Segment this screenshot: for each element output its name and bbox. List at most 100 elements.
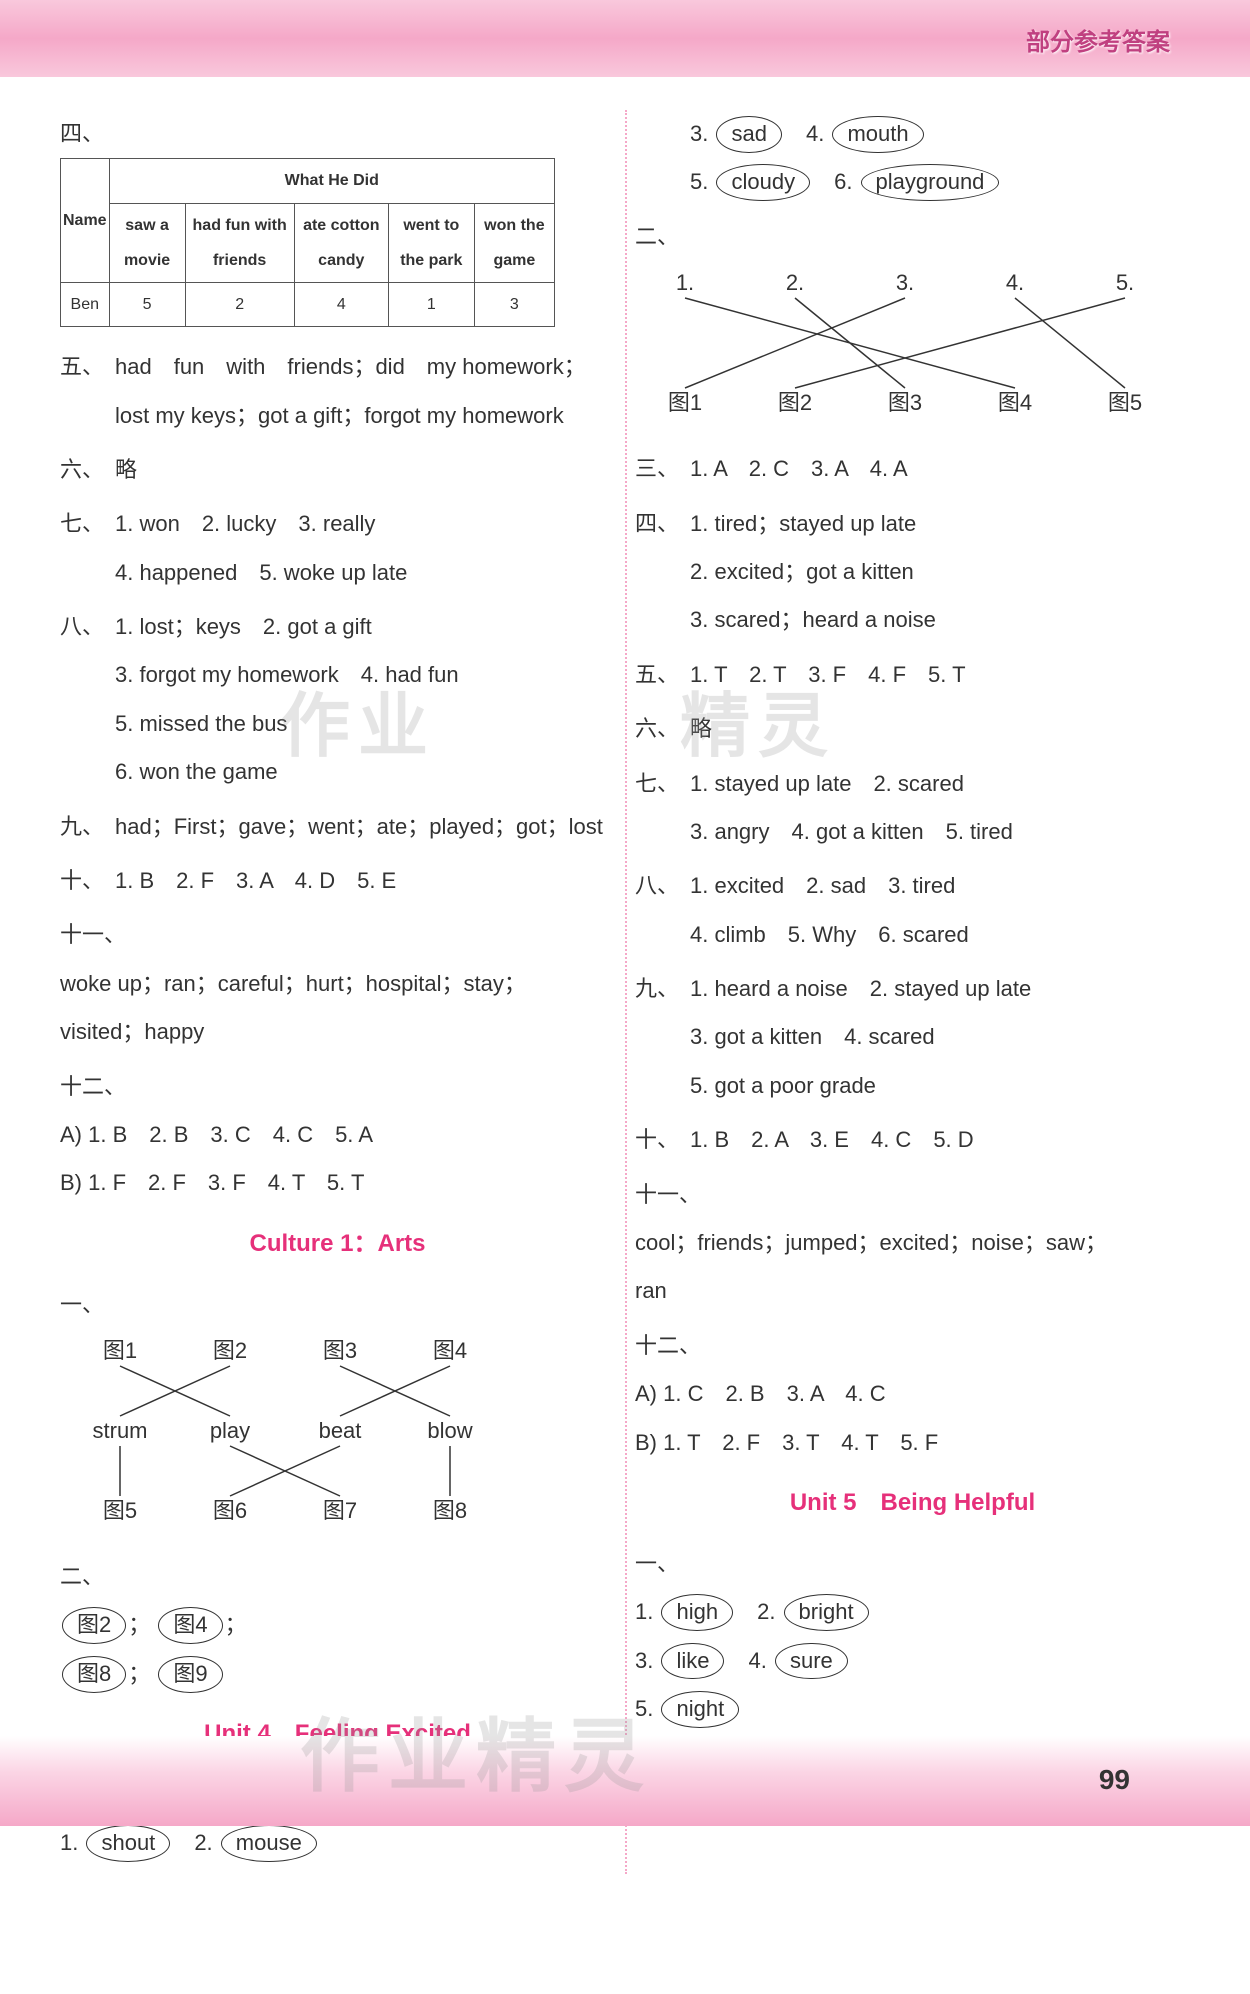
left-column: 四、 Name What He Did saw a movie had fun … <box>60 110 615 1874</box>
sec-label: 四、 <box>60 110 115 158</box>
unit4-s3: 三、1. A 2. C 3. A 4. A <box>635 445 1190 493</box>
sec-text: had；First；gave；went；ate；played；got；lost <box>115 803 610 851</box>
sec-text: had fun with friends；did my homework；los… <box>115 343 610 440</box>
oval-answer: 图9 <box>158 1656 222 1693</box>
header-band: 部分参考答案 <box>0 0 1250 80</box>
unit5-title: Unit 5 Being Helpful <box>635 1477 1190 1530</box>
oval-answer: 图8 <box>62 1656 126 1693</box>
oval-answer: like <box>661 1643 724 1680</box>
sec-label: 四、 <box>635 500 690 548</box>
unit4-s5: 五、1. T 2. T 3. F 4. F 5. T <box>635 651 1190 699</box>
svg-text:strum: strum <box>93 1418 148 1443</box>
unit5-s1: 一、 1. high 2. bright 3. like 4. sure 5. … <box>635 1540 1190 1734</box>
oval-answer: sure <box>775 1643 848 1680</box>
sec-text: 略 <box>690 705 1185 753</box>
oval-answer: mouth <box>832 116 923 153</box>
content: 四、 Name What He Did saw a movie had fun … <box>0 80 1250 1994</box>
th-col: won the game <box>474 203 554 282</box>
svg-text:图8: 图8 <box>433 1498 467 1523</box>
unit4-s2: 二、 1.2.3.4.5.图1图2图3图4图5 <box>635 213 1190 439</box>
culture1-s2: 二、 图2； 图4； 图8； 图9 <box>60 1553 615 1698</box>
sec-label: 十、 <box>60 857 115 905</box>
header-title: 部分参考答案 <box>1026 22 1170 57</box>
oval-answer: 图4 <box>158 1607 222 1644</box>
svg-text:1.: 1. <box>676 270 694 295</box>
oval-answer: bright <box>784 1594 869 1631</box>
svg-text:图5: 图5 <box>103 1498 137 1523</box>
sec-text: 1. T 2. T 3. F 4. F 5. T <box>690 651 1185 699</box>
th-col: went to the park <box>388 203 474 282</box>
svg-text:图2: 图2 <box>778 390 812 415</box>
sec-label: 七、 <box>60 500 115 548</box>
svg-text:图6: 图6 <box>213 1498 247 1523</box>
sec-text: woke up；ran；careful；hurt；hospital；stay；v… <box>60 960 555 1057</box>
unit5-s1-body: 1. high 2. bright 3. like 4. sure 5. nig… <box>635 1588 1130 1733</box>
svg-text:2.: 2. <box>786 270 804 295</box>
oval-answer: sad <box>716 116 781 153</box>
svg-text:图7: 图7 <box>323 1498 357 1523</box>
th-col: ate cotton candy <box>294 203 388 282</box>
unit4-s10: 十、1. B 2. A 3. E 4. C 5. D <box>635 1116 1190 1164</box>
sec-label: 十二、 <box>60 1063 126 1111</box>
culture1-title: Culture 1：Arts <box>60 1218 615 1271</box>
sec-label: 九、 <box>635 965 690 1013</box>
sec-label: 六、 <box>635 705 690 753</box>
svg-text:blow: blow <box>427 1418 472 1443</box>
item-number: 1. <box>60 1830 84 1855</box>
sec-text: A) 1. C 2. B 3. A 4. C B) 1. T 2. F 3. T… <box>635 1370 1130 1467</box>
unit4-s8: 八、1. excited 2. sad 3. tired 4. climb 5.… <box>635 862 1190 959</box>
sec-label: 十一、 <box>635 1171 701 1219</box>
th-col: had fun with friends <box>185 203 294 282</box>
sec-text: 1. B 2. A 3. E 4. C 5. D <box>690 1116 1185 1164</box>
sec-10: 十、1. B 2. F 3. A 4. D 5. E <box>60 857 615 905</box>
right-column: 3. sad 4. mouth 5. cloudy 6. playground … <box>635 110 1190 1874</box>
unit4-s6: 六、略 <box>635 705 1190 753</box>
oval-answer: shout <box>86 1825 170 1862</box>
oval-answer: playground <box>861 164 1000 201</box>
item-number: 2. <box>194 1830 218 1855</box>
footer-band: 作业精灵 99 <box>0 1736 1250 1826</box>
sec-5: 五、had fun with friends；did my homework；l… <box>60 343 615 440</box>
sec-text: 1. excited 2. sad 3. tired 4. climb 5. W… <box>690 862 1185 959</box>
sec-label: 十、 <box>635 1116 690 1164</box>
unit4-s1-left-body: 1. shout 2. mouse <box>60 1819 555 1867</box>
svg-text:3.: 3. <box>896 270 914 295</box>
sec-label: 九、 <box>60 803 115 851</box>
svg-text:图1: 图1 <box>103 1338 137 1363</box>
unit4-s11: 十一、cool；friends；jumped；excited；noise；saw… <box>635 1171 1190 1316</box>
svg-text:5.: 5. <box>1116 270 1134 295</box>
sec-text: 1. tired；stayed up late 2. excited；got a… <box>690 500 1185 645</box>
td-val: 4 <box>294 282 388 326</box>
sec-9: 九、had；First；gave；went；ate；played；got；los… <box>60 803 615 851</box>
sec-label: 三、 <box>635 445 690 493</box>
sec-6: 六、略 <box>60 446 615 494</box>
oval-answer: cloudy <box>716 164 810 201</box>
sec-label: 一、 <box>635 1540 690 1588</box>
sec-label: 八、 <box>60 603 115 651</box>
sec-text: 1. stayed up late 2. scared 3. angry 4. … <box>690 760 1185 857</box>
item-number: 5. <box>690 169 714 194</box>
culture1-match-svg: 图1图2图3图4strumplaybeatblow图5图6图7图8 <box>60 1333 520 1543</box>
item-number: 4. <box>749 1648 773 1673</box>
item-number: 3. <box>690 121 714 146</box>
item-number: 6. <box>834 169 858 194</box>
td-val: 3 <box>474 282 554 326</box>
sec-label: 五、 <box>60 343 115 391</box>
unit4-s7: 七、1. stayed up late 2. scared 3. angry 4… <box>635 760 1190 857</box>
th-name: Name <box>61 159 110 283</box>
sec-7: 七、1. won 2. lucky 3. really 4. happened … <box>60 500 615 597</box>
item-number: 5. <box>635 1696 659 1721</box>
unit4-s1-cont-body: 3. sad 4. mouth 5. cloudy 6. playground <box>635 110 1190 207</box>
sec-text: 1. B 2. F 3. A 4. D 5. E <box>115 857 610 905</box>
page-number: 99 <box>1099 1764 1130 1796</box>
column-divider <box>625 110 627 1874</box>
sec-text: 1. lost；keys 2. got a gift 3. forgot my … <box>115 603 610 797</box>
svg-text:图3: 图3 <box>888 390 922 415</box>
th-col: saw a movie <box>109 203 185 282</box>
svg-text:4.: 4. <box>1006 270 1024 295</box>
culture1-s1: 一、 图1图2图3图4strumplaybeatblow图5图6图7图8 <box>60 1281 615 1547</box>
unit4-s1-cont: 3. sad 4. mouth 5. cloudy 6. playground <box>635 110 1190 207</box>
svg-text:beat: beat <box>319 1418 362 1443</box>
sec-label: 二、 <box>635 213 690 261</box>
culture1-s2-body: 图2； 图4； 图8； 图9 <box>60 1601 555 1698</box>
